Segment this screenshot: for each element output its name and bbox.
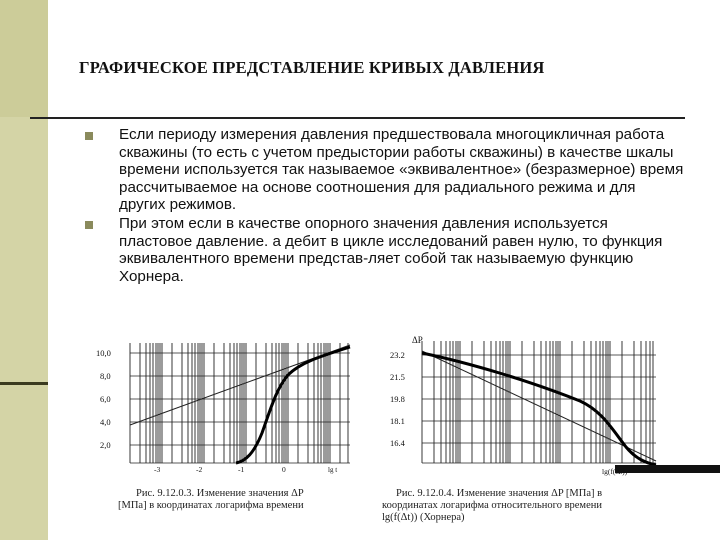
y-tick-label: 8,0 [100,371,111,381]
square-bullet-icon [85,132,93,140]
bullet-list: Если периоду измерения давления предшест… [85,126,685,285]
figures-area: 10,0 8,0 6,0 4,0 2,0 -3 -2 -1 0 lg t Рис… [88,333,668,533]
bullet-text: Если периоду измерения давления предшест… [119,126,684,214]
figure-left: 10,0 8,0 6,0 4,0 2,0 -3 -2 -1 0 lg t Рис… [88,333,358,533]
x-axis-label: lg t [328,466,337,474]
slide-title: ГРАФИЧЕСКОЕ ПРЕДСТАВЛЕНИЕ КРИВЫХ ДАВЛЕНИ… [79,58,545,77]
pressure-curve [235,345,351,465]
y-tick-label: 4,0 [100,417,111,427]
plot-background [88,333,358,473]
y-axis-title: ΔP [412,335,423,345]
x-tick-label: -2 [196,465,202,474]
figure-right-plot: ΔP 23.2 21.5 19.8 18.1 16.4 lg(f(Δt)) [380,333,668,476]
left-accent-band-top [0,0,48,117]
horizontal-grid [130,352,350,464]
x-tick-label: -3 [154,465,160,474]
x-tick-label: -1 [238,465,244,474]
y-tick-label: 19.8 [390,394,405,404]
y-tick-label: 2,0 [100,440,111,450]
square-bullet-icon [85,220,93,229]
y-tick-label: 16.4 [390,438,406,448]
title-rule [30,117,685,119]
y-tick-label: 23.2 [390,350,405,360]
bullet-text: При этом если в качестве опорного значен… [119,214,663,285]
y-tick-label: 18.1 [390,416,405,426]
figure-right: ΔP 23.2 21.5 19.8 18.1 16.4 lg(f(Δt)) Ри… [380,333,668,533]
x-axis-label: lg(f(Δt)) [602,467,628,476]
plot-background [380,333,668,473]
figure-right-caption-line1: Рис. 9.12.0.4. Изменение значения ΔP [МП… [396,488,603,499]
reference-line [421,350,657,462]
figure-right-caption-line2: координатах логарифма относительного вре… [382,500,602,511]
decorative-bar [615,465,720,473]
bullet-item: При этом если в качестве опорного значен… [85,215,685,285]
y-tick-label: 21.5 [390,372,405,382]
left-accent-divider [0,382,48,385]
figure-right-caption-line3: lg(f(Δt)) (Хорнера) [382,512,465,523]
y-tick-label: 6,0 [100,394,111,404]
figure-left-plot: 10,0 8,0 6,0 4,0 2,0 -3 -2 -1 0 lg t [88,333,358,474]
vertical-grid [129,343,349,463]
x-tick-label: 0 [282,465,286,474]
y-tick-label: 10,0 [96,348,111,358]
pressure-curve [421,351,657,467]
figure-left-caption-line1: Рис. 9.12.0.3. Изменение значения ΔP [136,488,304,499]
horizontal-grid [422,354,656,464]
figure-left-caption-line2: [МПа] в координатах логарифма времени [118,500,304,511]
bullet-item: Если периоду измерения давления предшест… [85,126,685,214]
